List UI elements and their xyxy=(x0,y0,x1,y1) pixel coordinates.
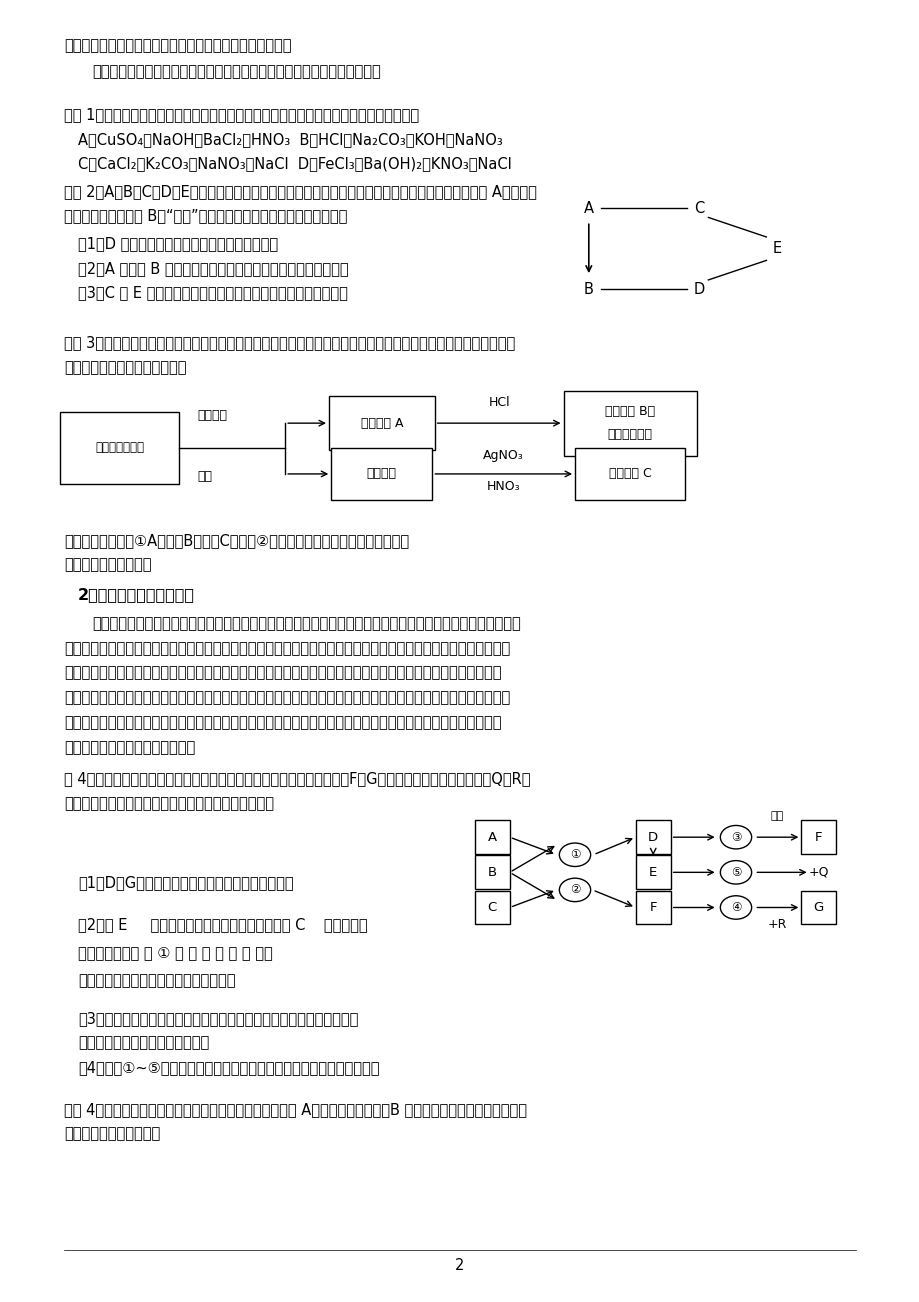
Text: A．CuSO₄、NaOH、BaCl₂、HNO₃  B．HCl、Na₂CO₃、KOH、NaNO₃: A．CuSO₄、NaOH、BaCl₂、HNO₃ B．HCl、Na₂CO₃、KOH… xyxy=(78,132,503,147)
Text: E: E xyxy=(649,866,656,879)
Text: C: C xyxy=(693,201,704,216)
FancyBboxPatch shape xyxy=(331,448,432,500)
Text: 高温: 高温 xyxy=(770,811,783,822)
Text: 练习 3：有一包白色固体混合物，可能由硫酸铜、碳酸钒、硫酸钓、氯化钉、氯化钒中的一种或几种混合而成，为确: 练习 3：有一包白色固体混合物，可能由硫酸铜、碳酸钒、硫酸钓、氯化钉、氯化钒中的… xyxy=(64,335,515,350)
FancyBboxPatch shape xyxy=(635,820,670,854)
Text: 相互转化关系。请回答：: 相互转化关系。请回答： xyxy=(64,1126,161,1142)
Text: ⑤: ⑤ xyxy=(730,866,741,879)
Text: 件下可以转化为单质 B，“＿＿”表示相连的两种物质能发生反应。则：: 件下可以转化为单质 B，“＿＿”表示相连的两种物质能发生反应。则： xyxy=(64,208,347,224)
Text: 剂；碳酸氢钓可制作发酵粉等等。: 剂；碳酸氢钓可制作发酵粉等等。 xyxy=(64,740,196,755)
Text: 其重视知识的应用。在知识的运用中考查学生的各种能力。所以我们在复习的时更应该重视物质用途的学习与掌握。: 其重视知识的应用。在知识的运用中考查学生的各种能力。所以我们在复习的时更应该重视… xyxy=(64,641,510,656)
Text: （2）若 E     是生活中常用的调味剂、防腑剂，则 C    的化学式为: （2）若 E 是生活中常用的调味剂、防腑剂，则 C 的化学式为 xyxy=(78,917,368,932)
Text: 由此可以推断：原固体混合物中肃定有＿＿，肃定没有＿＿，可能有＿＿。: 由此可以推断：原固体混合物中肃定有＿＿，肃定没有＿＿，可能有＿＿。 xyxy=(92,64,380,79)
Text: C．CaCl₂、K₂CO₃、NaNO₃、NaCl  D．FeCl₃、Ba(OH)₂、KNO₃、NaCl: C．CaCl₂、K₂CO₃、NaNO₃、NaCl D．FeCl₃、Ba(OH)₂… xyxy=(78,156,511,172)
Text: 白色固体混合物: 白色固体混合物 xyxy=(95,441,144,454)
FancyBboxPatch shape xyxy=(635,891,670,924)
Text: 练习 2：A、B、C、D、E为初中化学中不同类别的物质，它们的变化关系如下图所示，其中棕红色物质 A在一定条: 练习 2：A、B、C、D、E为初中化学中不同类别的物质，它们的变化关系如下图所示… xyxy=(64,184,537,199)
Text: D: D xyxy=(647,831,658,844)
Text: 一些框图式、叙述式推断题往往涉及到物质的用途等有关信息，故掌握典型物质的用途有利于突破此类推断题的解: 一些框图式、叙述式推断题往往涉及到物质的用途等有关信息，故掌握典型物质的用途有利… xyxy=(64,665,502,681)
Text: HCl: HCl xyxy=(488,396,509,409)
Text: F: F xyxy=(814,831,822,844)
FancyBboxPatch shape xyxy=(800,820,835,854)
Text: 过滤: 过滤 xyxy=(198,470,212,483)
Text: 答。如：氧气可作助燃剂；二氧化碳可用作灭火剂；一氧化碳、氢气、碳可作冶炼金属的还原剂；熟石灰能用来改良: 答。如：氧气可作助燃剂；二氧化碳可用作灭火剂；一氧化碳、氢气、碳可作冶炼金属的还… xyxy=(64,690,510,706)
FancyBboxPatch shape xyxy=(474,820,509,854)
Text: +Q: +Q xyxy=(808,866,828,879)
Text: ①: ① xyxy=(569,849,580,861)
FancyBboxPatch shape xyxy=(574,448,685,500)
Text: 足量的水: 足量的水 xyxy=(198,409,228,422)
Text: ③: ③ xyxy=(730,831,741,844)
Text: A: A xyxy=(584,201,593,216)
Text: ④: ④ xyxy=(730,901,741,914)
Text: 无色滤液: 无色滤液 xyxy=(367,467,396,480)
FancyBboxPatch shape xyxy=(474,891,509,924)
Text: 沉淀全部溶解: 沉淀全部溶解 xyxy=(607,428,652,441)
Text: （1）D 的化学式为＿＿＿＿＿＿＿＿＿＿＿＿。: （1）D 的化学式为＿＿＿＿＿＿＿＿＿＿＿＿。 xyxy=(78,236,278,251)
Text: （3）图中标出的九种物质按单质、氧化物、酸、碘、盐进行分类，一定: （3）图中标出的九种物质按单质、氧化物、酸、碘、盐进行分类，一定 xyxy=(78,1010,358,1026)
Text: E: E xyxy=(772,241,781,256)
Text: HNO₃: HNO₃ xyxy=(486,480,520,493)
Text: ＿＿＿＿＿＿＿＿＿＿＿＿＿＿＿＿＿。: ＿＿＿＿＿＿＿＿＿＿＿＿＿＿＿＿＿。 xyxy=(78,973,235,988)
FancyBboxPatch shape xyxy=(329,396,435,450)
Text: 定其组成进行如图所示的实验：: 定其组成进行如图所示的实验： xyxy=(64,359,187,375)
Text: （4）反应①~⑤中没有涉及的基本反应类型是＿＿＿＿＿＿＿＿＿＿＿。: （4）反应①~⑤中没有涉及的基本反应类型是＿＿＿＿＿＿＿＿＿＿＿。 xyxy=(78,1060,380,1075)
Text: AgNO₃: AgNO₃ xyxy=(482,449,524,462)
Text: （3）C 与 E 反应的化学方程式是＿＿＿＿＿＿＿＿＿＿＿＿＿。: （3）C 与 E 反应的化学方程式是＿＿＿＿＿＿＿＿＿＿＿＿＿。 xyxy=(78,285,347,301)
Text: 酸性土壤以及配制波尔多液；大理石、石灰石常作建筑材料；稀盐酸助消化、除铁锈；氯化钓可用作调味品、融雪: 酸性土壤以及配制波尔多液；大理石、石灰石常作建筑材料；稀盐酸助消化、除铁锈；氯化… xyxy=(64,715,502,730)
Ellipse shape xyxy=(559,842,590,867)
FancyBboxPatch shape xyxy=(635,855,670,889)
Text: G: G xyxy=(812,901,823,914)
Text: +R: +R xyxy=(766,918,787,931)
Text: B: B xyxy=(487,866,496,879)
Text: ＿＿，可能含有＿＿。: ＿＿，可能含有＿＿。 xyxy=(64,557,152,573)
Text: 推断（写化学式）①A＿＿、B＿＿、C＿＿；②白色固体一定含有＿＿，一定不含有: 推断（写化学式）①A＿＿、B＿＿、C＿＿；②白色固体一定含有＿＿，一定不含有 xyxy=(64,533,409,548)
Text: 无色气体 B，: 无色气体 B， xyxy=(605,405,654,418)
Text: B: B xyxy=(584,281,593,297)
Text: D: D xyxy=(693,281,704,297)
Ellipse shape xyxy=(720,896,751,919)
Text: 2: 2 xyxy=(455,1258,464,1273)
Ellipse shape xyxy=(720,861,751,884)
Text: F: F xyxy=(649,901,656,914)
Text: 例 4：下图是初中化学中常见物质间的转化关系，其中，在通常情况下，F、G是组成元素相同的两种气体，Q、R都: 例 4：下图是初中化学中常见物质间的转化关系，其中，在通常情况下，F、G是组成元… xyxy=(64,771,530,786)
Ellipse shape xyxy=(559,878,590,902)
FancyBboxPatch shape xyxy=(563,391,697,456)
Text: 白色沉淀 A: 白色沉淀 A xyxy=(360,417,403,430)
FancyBboxPatch shape xyxy=(800,891,835,924)
Text: 物质的用途是化学学习的重点，因为我们学习知识的目的最终还是为了运用知识解决实际问题。新的课程理念尤: 物质的用途是化学学习的重点，因为我们学习知识的目的最终还是为了运用知识解决实际问… xyxy=(92,616,520,631)
Text: ＿＿＿＿＿，反 应 ① 的 化 学 方 程 式 为：: ＿＿＿＿＿，反 应 ① 的 化 学 方 程 式 为： xyxy=(78,945,273,961)
FancyBboxPatch shape xyxy=(60,411,179,483)
Text: 2、以物质的用途为突破口: 2、以物质的用途为突破口 xyxy=(78,587,195,603)
Text: ②: ② xyxy=(569,884,580,896)
Ellipse shape xyxy=(720,825,751,849)
Text: 白色沉淀 C: 白色沉淀 C xyxy=(608,467,651,480)
Text: 练习 1：下列各组物质，不用其他试剂，只用组内物质间的相互作用就能鉴别出来的一组是: 练习 1：下列各组物质，不用其他试剂，只用组内物质间的相互作用就能鉴别出来的一组… xyxy=(64,107,419,122)
Text: （2）A 转化为 B 的化学方程式是＿＿＿＿＿＿＿＿＿＿＿＿＿。: （2）A 转化为 B 的化学方程式是＿＿＿＿＿＿＿＿＿＿＿＿＿。 xyxy=(78,260,348,276)
Text: 没有的物质类别是＿＿＿＿＿＿。: 没有的物质类别是＿＿＿＿＿＿。 xyxy=(78,1035,210,1051)
Text: （1）D、G的化学式为：＿＿＿＿＿、＿＿＿＿＿。: （1）D、G的化学式为：＿＿＿＿＿、＿＿＿＿＿。 xyxy=(78,875,293,891)
Text: 然后在白色沉淠中加入足量的稀硫酸，沉淠最后全部溶解。: 然后在白色沉淠中加入足量的稀硫酸，沉淠最后全部溶解。 xyxy=(64,38,291,53)
Text: 是黑色固体（部分反应条件略去），试回答下列问题：: 是黑色固体（部分反应条件略去），试回答下列问题： xyxy=(64,796,274,811)
Text: 练习 4：下列框图中的物质均为初中化学常见的物质，其中 A是建筑的主要成分，B 属于氧化物，下图是它们之间的: 练习 4：下列框图中的物质均为初中化学常见的物质，其中 A是建筑的主要成分，B … xyxy=(64,1101,527,1117)
Text: C: C xyxy=(487,901,496,914)
FancyBboxPatch shape xyxy=(474,855,509,889)
Text: A: A xyxy=(487,831,496,844)
